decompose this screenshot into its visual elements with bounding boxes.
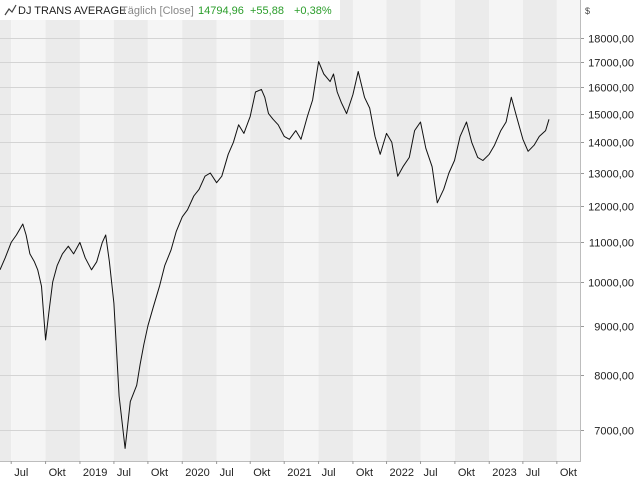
- change-abs: +55,88: [250, 5, 284, 17]
- x-tick-label: Jul: [117, 467, 131, 479]
- change-pct: +0,38%: [294, 5, 332, 17]
- background-band: [352, 0, 387, 461]
- y-tick-label: 16000,00: [588, 83, 634, 95]
- y-tick-label: 7000,00: [594, 426, 634, 438]
- background-band: [216, 0, 251, 461]
- chart-interval: Täglich [Close]: [121, 5, 194, 17]
- background-band: [284, 0, 319, 461]
- background-band: [113, 0, 148, 461]
- background-band: [386, 0, 421, 461]
- x-tick-label: Jul: [220, 467, 234, 479]
- chart-gridlines: [0, 38, 584, 431]
- y-tick-label: 10000,00: [588, 278, 634, 290]
- x-tick-label: Jul: [526, 467, 540, 479]
- x-tick-label: Jul: [424, 467, 438, 479]
- x-tick-label: 2020: [185, 467, 209, 479]
- y-tick-label: 11000,00: [589, 238, 634, 250]
- x-tick-label: Okt: [151, 467, 168, 479]
- x-tick-label: 2019: [83, 467, 107, 479]
- y-tick-label: 15000,00: [588, 110, 634, 122]
- chart-title: DJ TRANS AVERAGE: [18, 5, 126, 17]
- last-value: 14794,96: [198, 5, 244, 17]
- x-tick-label: Jul: [14, 467, 28, 479]
- y-axis-labels: 7000,00 8000,00 9000,00 10000,00 11000,00 120…: [588, 34, 634, 438]
- x-tick-label: Okt: [458, 467, 475, 479]
- y-tick-label: 9000,00: [594, 322, 634, 334]
- chart-header: DJ TRANS AVERAGE Täglich [Close] 14794,9…: [0, 0, 340, 20]
- chart-background-bands: [0, 0, 580, 461]
- x-tick-label: Okt: [253, 467, 270, 479]
- currency-label: $: [585, 6, 590, 16]
- background-band: [318, 0, 353, 461]
- background-band: [454, 0, 490, 461]
- x-tick-label: Okt: [49, 467, 66, 479]
- x-tick-label: 2022: [390, 467, 414, 479]
- line-chart-icon: [4, 4, 17, 16]
- background-band: [45, 0, 80, 461]
- y-tick-label: 13000,00: [588, 169, 634, 181]
- x-tick-label: 2023: [492, 467, 516, 479]
- x-axis-labels: Jul Okt 2019 Jul Okt 2020 Jul Okt 2021 Jul Okt 2022…: [10, 461, 577, 479]
- y-tick-label: 18000,00: [588, 34, 634, 46]
- y-tick-label: 12000,00: [588, 202, 634, 214]
- y-tick-label: 8000,00: [594, 371, 634, 383]
- background-band: [489, 0, 523, 461]
- background-band: [420, 0, 455, 461]
- background-band: [556, 0, 580, 461]
- x-tick-label: Okt: [560, 467, 577, 479]
- background-band: [250, 0, 285, 461]
- y-tick-label: 17000,00: [588, 58, 634, 70]
- background-band: [79, 0, 114, 461]
- background-band: [522, 0, 557, 461]
- background-band: [11, 0, 46, 461]
- background-band: [182, 0, 217, 461]
- x-tick-label: 2021: [287, 467, 311, 479]
- x-tick-label: Jul: [322, 467, 336, 479]
- header-background: [0, 0, 340, 20]
- background-band: [0, 0, 12, 461]
- x-tick-label: Okt: [356, 467, 373, 479]
- y-tick-label: 14000,00: [588, 138, 634, 150]
- series-line-dj-trans-average: [0, 61, 550, 449]
